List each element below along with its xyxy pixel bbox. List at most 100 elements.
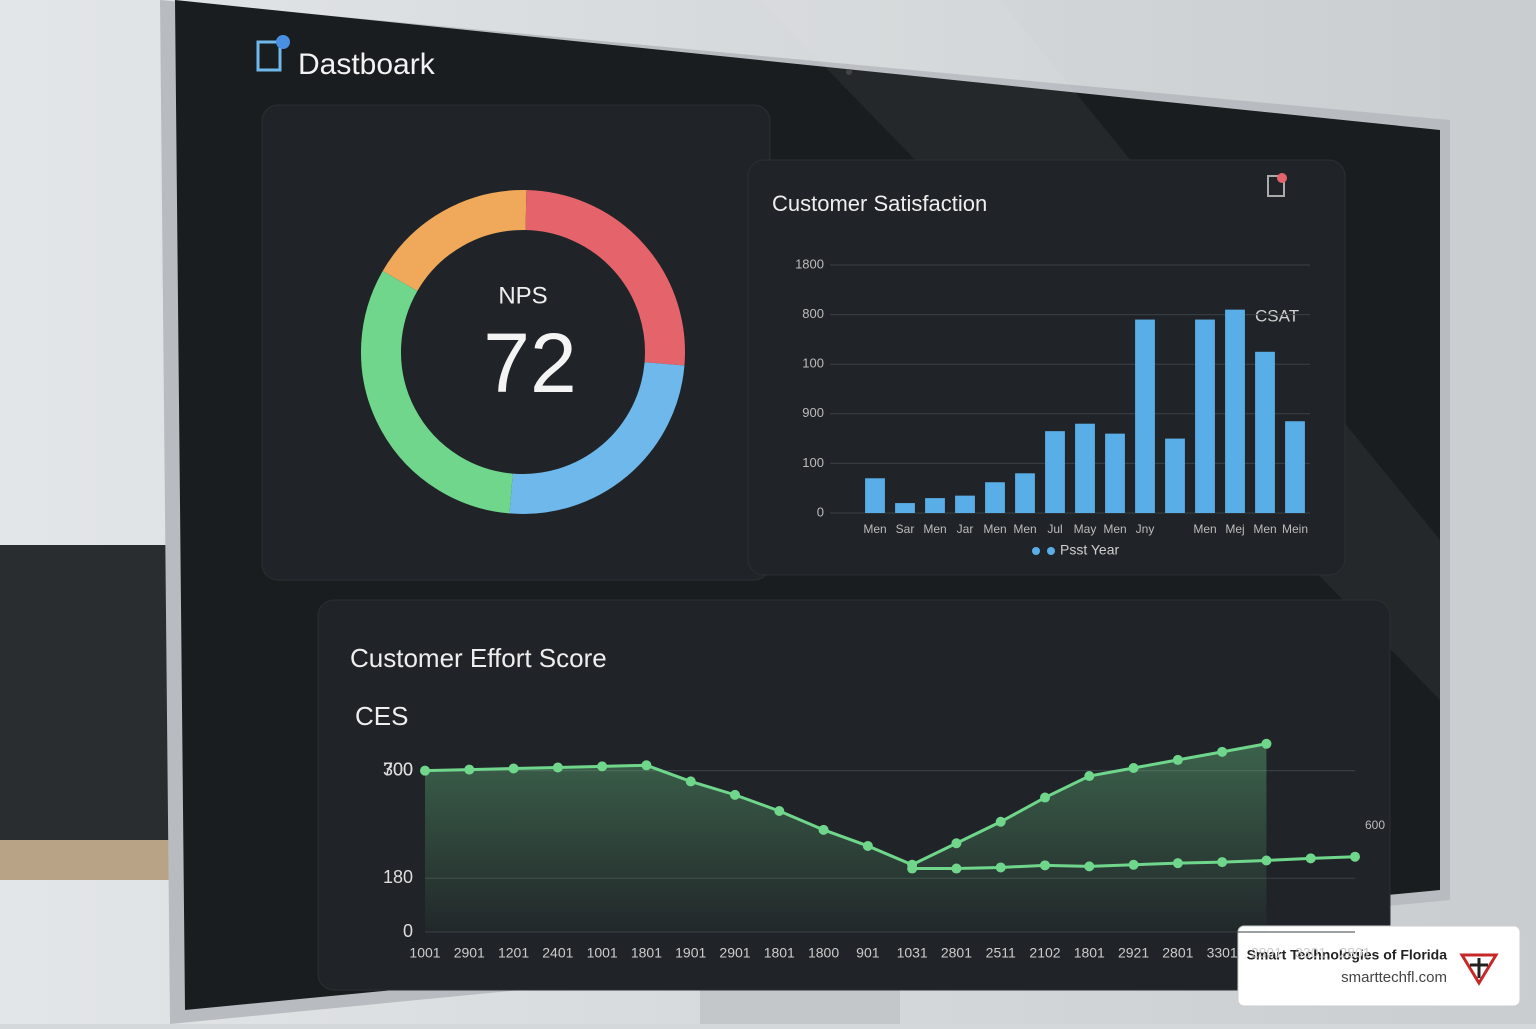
point [995,862,1006,873]
point [1261,855,1272,866]
x-tick-label: 2102 [1029,945,1060,961]
point [1217,746,1228,757]
point [597,761,608,772]
x-tick-label: 1001 [409,945,440,961]
footer-company: Smart Technologies of Florida [1247,947,1448,963]
point [1040,792,1050,803]
x-tick-label: Men [1193,522,1216,536]
x-tick-label: 1801 [764,945,795,961]
x-tick-label: 1801 [1074,945,1105,961]
csat-icon-dot [1277,173,1287,183]
background-object [0,545,190,845]
x-tick-label: Men [1013,522,1036,536]
point [552,762,563,773]
bar [1165,438,1185,513]
point [685,776,696,787]
footer-logo [1459,953,1499,986]
x-tick-label: Men [923,522,946,536]
bar [1045,431,1065,513]
csat-title: Customer Satisfaction [772,191,987,216]
x-tick-label: Men [1103,522,1126,536]
x-tick-label: Men [983,522,1006,536]
ces-title: Customer Effort Score [350,643,607,673]
y-tick-label: 300 [383,759,413,779]
x-tick-label: Jar [957,522,974,536]
point [1084,861,1095,872]
point [1261,738,1272,749]
bar [1105,433,1125,513]
bar [1225,309,1245,513]
y-tick-label: 900 [802,405,824,420]
line [424,742,1267,867]
bar [865,478,885,513]
point [1217,857,1228,868]
dashboard-title: Dastboark [298,48,436,81]
bar [895,503,915,513]
bar [1015,473,1035,513]
x-tick-label: 1801 [631,945,662,961]
x-tick-label: 1001 [587,945,618,961]
x-tick-label: 1901 [675,945,706,961]
x-tick-label: 2901 [454,945,485,961]
x-tick-label: 3301 [1295,945,1326,961]
point [951,838,962,849]
ces-end-label: 600 [1365,818,1385,832]
y-tick-label: 1800 [795,256,824,271]
footer-url: smarttechfl.com [1341,969,1447,986]
footer-badge [1237,925,1521,1007]
y-tick-label: 800 [802,306,824,321]
point [1350,851,1360,862]
point [862,840,873,851]
bar [1285,421,1305,513]
point [641,760,652,771]
point [818,824,829,835]
bar [1195,319,1215,513]
point [420,765,430,776]
point [995,816,1006,827]
point [774,806,785,816]
y-tick-label: 180 [383,867,413,887]
point [907,863,918,874]
nps-value: 72 [483,316,576,410]
donut-segment [382,190,527,292]
x-tick-label: 2511 [986,945,1016,961]
x-tick-label: Jul [1047,522,1062,536]
point [1040,860,1050,871]
logo-dot [276,35,290,49]
x-tick-label: 2801 [1339,945,1370,961]
x-tick-label: Sar [896,522,915,536]
bar [985,482,1005,513]
camera [846,69,852,75]
x-tick-label: May [1074,522,1097,536]
x-tick-label: Mej [1225,522,1244,536]
x-tick-label: 2401 [542,945,573,961]
bar [925,498,945,513]
logo-icon [256,40,282,72]
csat-series-label: CSAT [1255,306,1299,325]
point [730,789,740,800]
donut-segment [525,190,685,366]
y-tick-label: 100 [802,455,824,470]
x-tick-label: 2901 [719,945,750,961]
x-tick-label: 2801 [1251,945,1282,961]
point [1128,762,1139,773]
x-tick-label: 2801 [941,945,972,961]
csat-legend: Psst Year [1060,542,1119,558]
monitor-stand [700,990,900,1024]
x-tick-label: Jny [1136,522,1155,536]
ces-subtitle: CES [355,701,408,731]
point [508,763,519,774]
point [1172,858,1183,869]
bar [1135,319,1155,513]
x-tick-label: 2801 [1162,945,1193,961]
csat-icon [1267,175,1285,197]
x-tick-label: 1201 [498,945,529,961]
point [464,764,475,775]
bar [1255,351,1275,513]
nps-label: NPS [498,282,547,309]
y-tick-label: 0 [403,921,413,941]
x-tick-label: Men [863,522,886,536]
point [951,863,962,874]
